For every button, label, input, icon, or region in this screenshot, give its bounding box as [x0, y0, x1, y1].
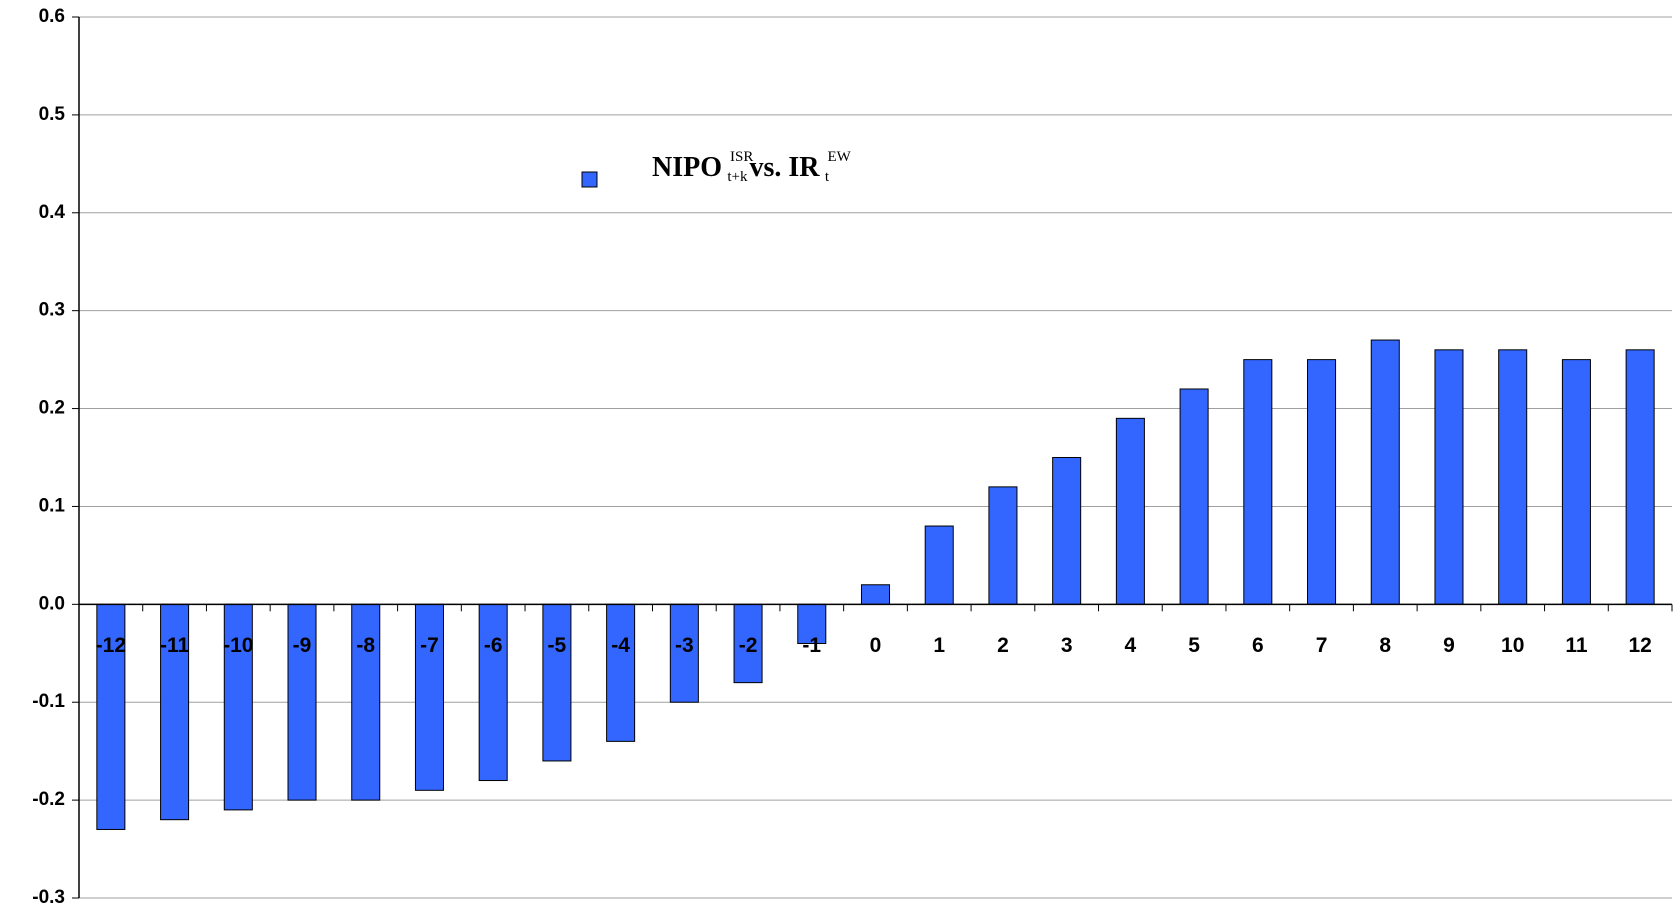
x-tick-label: -1: [802, 634, 821, 657]
bar: [478, 603, 508, 782]
bar: [414, 603, 444, 791]
bar: [1307, 359, 1337, 605]
bar: [1115, 417, 1145, 605]
y-tick-label: 0.0: [39, 593, 65, 614]
bar: [860, 584, 891, 605]
x-tick-label: 8: [1379, 634, 1391, 657]
x-tick-label: -11: [160, 634, 190, 657]
y-tick-label: 0.1: [39, 495, 66, 516]
y-tick-label: 0.6: [39, 6, 65, 27]
x-tick-label: 4: [1125, 634, 1137, 657]
bar: [1434, 349, 1464, 605]
bar: [1625, 349, 1655, 605]
legend-marker: [581, 171, 598, 188]
x-tick-label: 11: [1565, 634, 1588, 657]
bar: [606, 603, 636, 742]
y-tick-label: -0.3: [32, 887, 65, 908]
x-tick-label: -8: [356, 634, 375, 657]
x-tick-label: -2: [739, 634, 758, 657]
x-tick-label: -9: [293, 634, 312, 657]
x-tick-label: 2: [997, 634, 1009, 657]
legend-text: t+k: [727, 169, 748, 185]
x-tick-label: 6: [1252, 634, 1264, 657]
x-tick-label: -6: [484, 634, 503, 657]
legend-label: NIPO ISR t+kvs. IR EW t: [652, 149, 852, 185]
bar: [669, 603, 699, 703]
bar: [1370, 339, 1400, 605]
y-tick-label: 0.2: [39, 398, 65, 419]
x-tick-label: 12: [1628, 634, 1651, 657]
bar: [988, 486, 1018, 605]
bar: [542, 603, 572, 762]
y-tick-label: 0.5: [39, 104, 66, 125]
y-tick-label: -0.1: [32, 691, 65, 712]
bar: [1052, 457, 1082, 605]
bar: [223, 603, 253, 811]
x-tick-label: 0: [870, 634, 882, 657]
x-tick-label: 3: [1061, 634, 1073, 657]
bar: [160, 603, 190, 821]
x-tick-label: -4: [611, 634, 630, 657]
bar: [351, 603, 381, 801]
y-tick-label: 0.3: [39, 300, 65, 321]
y-tick-label: 0.4: [39, 202, 66, 223]
bar: [1498, 349, 1528, 605]
bar: [733, 603, 763, 684]
x-tick-label: 10: [1501, 634, 1524, 657]
legend-text: NIPO: [652, 152, 722, 183]
bar: [924, 525, 954, 605]
x-tick-label: 5: [1188, 634, 1200, 657]
bar: [96, 603, 126, 830]
y-tick-label: -0.2: [32, 789, 65, 810]
bar: [287, 603, 317, 801]
x-tick-label: -10: [223, 634, 253, 657]
legend-text: ISR: [730, 149, 753, 165]
bar: [1243, 359, 1273, 605]
bar: [797, 603, 827, 644]
x-tick-label: 9: [1443, 634, 1455, 657]
x-tick-label: -12: [96, 634, 126, 657]
x-tick-label: 7: [1316, 634, 1328, 657]
bar: [1561, 359, 1591, 605]
x-tick-label: -7: [420, 634, 439, 657]
x-tick-label: 1: [933, 634, 945, 657]
legend-text: t: [825, 169, 830, 185]
x-tick-label: -5: [548, 634, 567, 657]
x-tick-label: -3: [675, 634, 694, 657]
bar: [1179, 388, 1209, 605]
legend-text: vs. IR: [749, 152, 820, 183]
legend-text: EW: [828, 149, 852, 165]
